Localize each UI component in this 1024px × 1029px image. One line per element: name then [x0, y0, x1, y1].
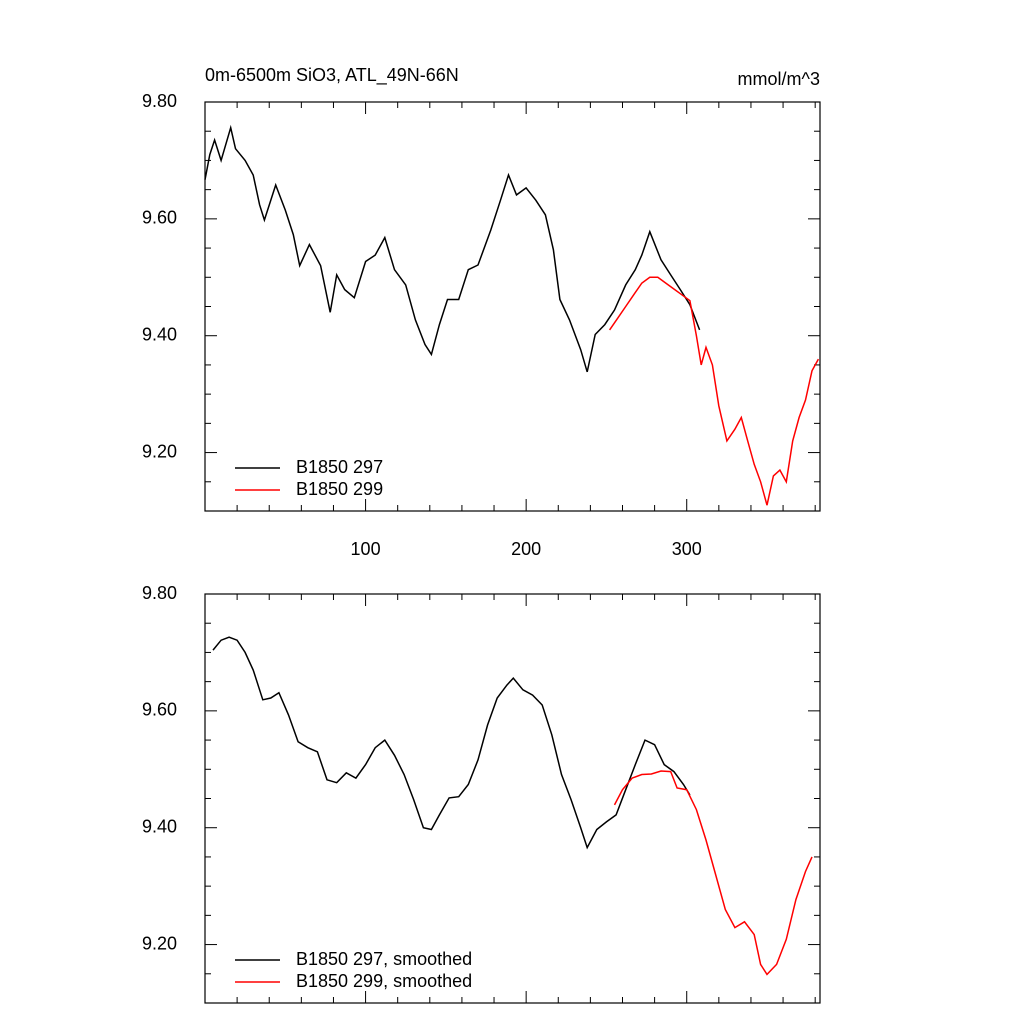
x-tick-label: 300	[672, 539, 702, 559]
y-tick-label: 9.40	[142, 324, 177, 344]
legend-label: B1850 297	[296, 457, 383, 477]
data-line	[613, 770, 813, 976]
y-tick-label: 9.20	[142, 441, 177, 461]
units-label: mmol/m^3	[738, 69, 820, 89]
legend-label: B1850 297, smoothed	[296, 949, 472, 969]
data-line	[204, 124, 701, 373]
y-tick-label: 9.60	[142, 700, 177, 720]
data-line	[212, 636, 691, 850]
y-tick-label: 9.60	[142, 208, 177, 228]
data-line	[608, 276, 820, 506]
y-tick-label: 9.80	[142, 91, 177, 111]
y-tick-label: 9.20	[142, 933, 177, 953]
y-tick-label: 9.80	[142, 583, 177, 603]
legend-label: B1850 299, smoothed	[296, 971, 472, 991]
x-tick-label: 200	[511, 539, 541, 559]
plot-frame	[204, 101, 821, 512]
y-tick-label: 9.40	[142, 816, 177, 836]
plot-frame	[204, 593, 821, 1004]
x-tick-label: 100	[351, 539, 381, 559]
chart-title: 0m-6500m SiO3, ATL_49N-66N	[205, 65, 459, 86]
legend-label: B1850 299	[296, 479, 383, 499]
